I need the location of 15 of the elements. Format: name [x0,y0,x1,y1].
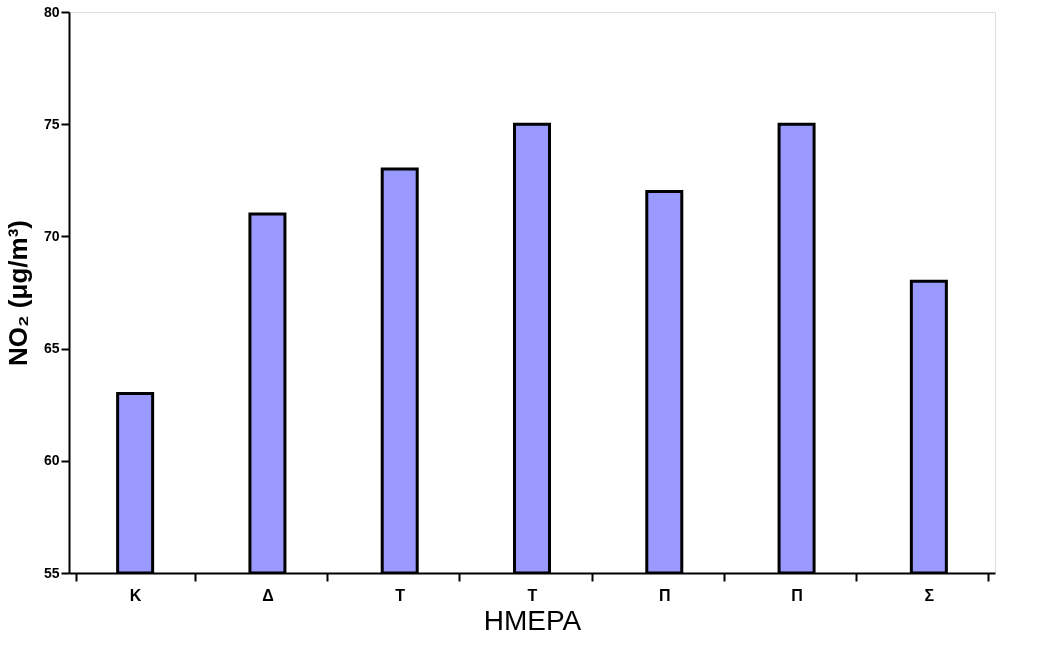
y-tick-label: 70 [43,227,60,244]
y-tick-label: 65 [43,340,60,357]
y-tick-label: 80 [43,3,60,20]
x-axis-title: ΗΜΕΡΑ [483,604,582,636]
x-tick-label: Κ [129,586,142,604]
y-tick-label: 55 [43,564,60,581]
x-tick-label: Δ [262,586,274,604]
x-tick-label: Σ [924,586,935,604]
y-axis-title: NO₂ (μg/m³) [2,220,33,366]
y-tick-label: 75 [43,115,60,132]
y-tick-label: 60 [43,452,60,469]
x-tick-label: Π [791,586,803,604]
x-tick-label: Π [659,586,671,604]
x-tick-label: Τ [395,586,406,604]
x-tick-label: Τ [527,586,538,604]
